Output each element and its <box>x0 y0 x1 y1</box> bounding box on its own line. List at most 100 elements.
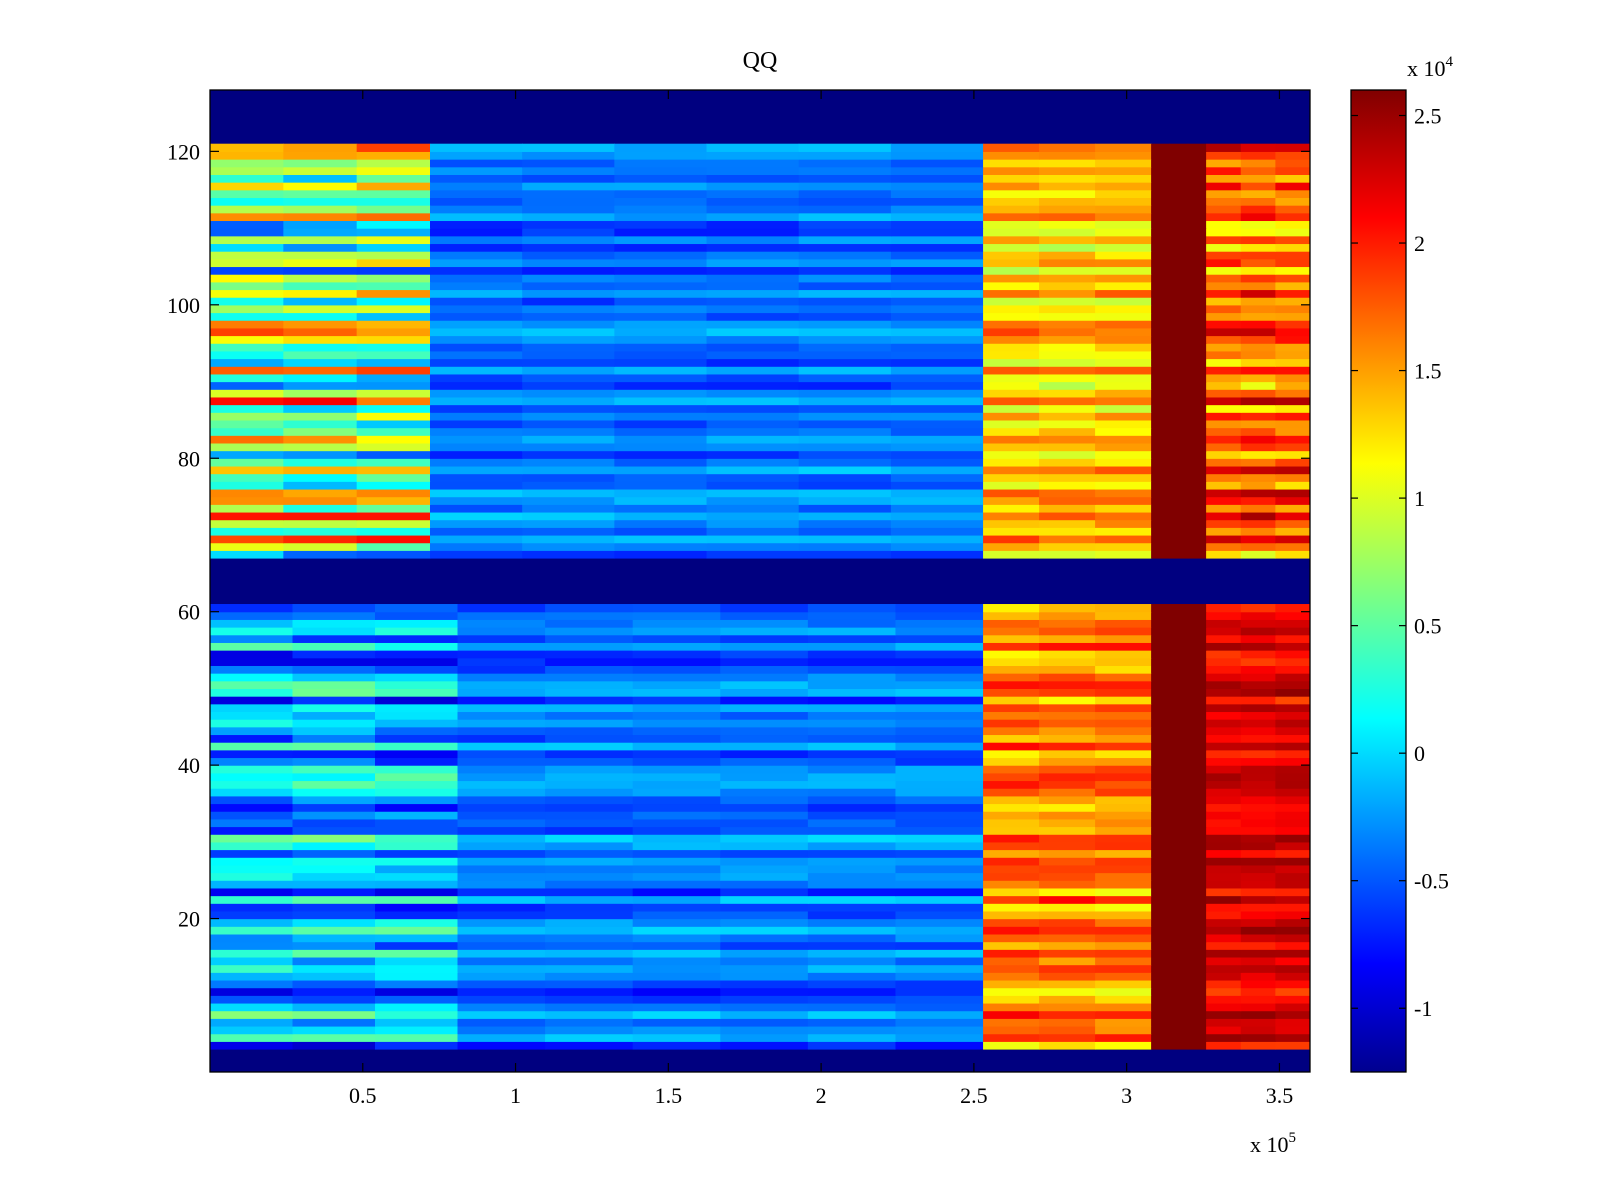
heatmap-cell <box>983 642 1040 651</box>
heatmap-cell <box>1169 174 1189 183</box>
heatmap-cell <box>1039 673 1096 682</box>
heatmap-cell <box>1187 611 1207 620</box>
heatmap-cell <box>210 749 294 759</box>
heatmap-cell <box>1275 887 1310 897</box>
heatmap-cell <box>1275 166 1310 175</box>
heatmap-cell <box>1240 765 1276 774</box>
heatmap-cell <box>1187 381 1207 390</box>
heatmap-cell <box>283 143 358 152</box>
heatmap-cell <box>1169 504 1189 513</box>
heatmap-cell <box>545 987 634 996</box>
heatmap-cell <box>545 834 634 843</box>
heatmap-cell <box>983 235 1040 245</box>
heatmap-cell <box>375 841 459 851</box>
heatmap-cell <box>1275 404 1310 413</box>
heatmap-cell <box>1206 757 1242 766</box>
heatmap-cell <box>798 542 892 551</box>
heatmap-cell <box>895 749 984 759</box>
heatmap-cell <box>983 657 1040 666</box>
heatmap-cell <box>1240 297 1276 306</box>
heatmap-cell <box>895 849 984 858</box>
heatmap-cell <box>356 182 431 191</box>
heatmap-cell <box>457 987 546 996</box>
heatmap-cell <box>1206 657 1242 666</box>
heatmap-cell <box>807 611 897 620</box>
heatmap-cell <box>983 458 1040 467</box>
heatmap-cell <box>1187 504 1207 513</box>
heatmap-cell <box>545 650 634 659</box>
heatmap-cell <box>890 159 984 168</box>
heatmap-cell <box>1275 381 1310 390</box>
heatmap-cell <box>1151 765 1171 774</box>
heatmap-cell <box>983 857 1040 866</box>
heatmap-cell <box>292 696 376 705</box>
heatmap-cell <box>720 964 809 973</box>
heatmap-cell <box>1187 327 1207 337</box>
heatmap-cell <box>1151 519 1171 528</box>
heatmap-cell <box>706 450 800 459</box>
heatmap-cell <box>375 926 459 935</box>
heatmap-cell <box>1240 220 1276 229</box>
heatmap-cell <box>522 220 615 229</box>
heatmap-cell <box>1275 235 1310 245</box>
heatmap-cell <box>1169 274 1189 283</box>
heatmap-cell <box>522 381 615 390</box>
heatmap-cell <box>210 864 294 874</box>
heatmap-cell <box>356 320 431 329</box>
heatmap-cell <box>1151 381 1171 390</box>
heatmap-cell <box>522 358 615 367</box>
heatmap-cell <box>210 312 284 321</box>
heatmap-cell <box>292 680 376 689</box>
heatmap-cell <box>983 926 1040 935</box>
heatmap-cell <box>283 320 358 329</box>
heatmap-cell <box>1095 220 1152 229</box>
heatmap-cell <box>545 703 634 713</box>
heatmap-cell <box>895 841 984 851</box>
heatmap-cell <box>1151 366 1171 375</box>
heatmap-cell <box>375 895 459 904</box>
heatmap-cell <box>1240 972 1276 981</box>
heatmap-cell <box>1187 742 1207 751</box>
heatmap-cell <box>1039 895 1096 904</box>
heatmap-cell <box>1039 834 1096 843</box>
heatmap-cell <box>706 435 800 444</box>
heatmap-cell <box>1275 795 1310 805</box>
heatmap-cell <box>1151 389 1171 398</box>
heatmap-cell <box>1039 956 1096 966</box>
heatmap-cell <box>1039 941 1096 950</box>
heatmap-cell <box>375 949 459 958</box>
heatmap-cell <box>798 297 892 306</box>
heatmap-cell <box>983 450 1040 459</box>
heatmap-cell <box>798 143 892 152</box>
heatmap-cell <box>1206 772 1242 782</box>
heatmap-cell <box>890 205 984 214</box>
heatmap-cell <box>1169 719 1189 728</box>
heatmap-cell <box>895 887 984 897</box>
heatmap-cell <box>457 627 546 636</box>
heatmap-cell <box>1187 212 1207 222</box>
heatmap-cell <box>545 795 634 805</box>
heatmap-cell <box>375 795 459 805</box>
heatmap-cell <box>614 350 708 360</box>
heatmap-cell <box>1095 849 1152 858</box>
heatmap-cell <box>1095 373 1152 383</box>
heatmap-cell <box>1275 220 1310 229</box>
heatmap-cell <box>632 864 721 874</box>
heatmap-cell <box>1151 327 1171 337</box>
heatmap-cell <box>983 327 1040 337</box>
heatmap-cell <box>706 281 800 291</box>
heatmap-cell <box>1095 642 1152 651</box>
heatmap-cell <box>1169 887 1189 897</box>
heatmap-cell <box>375 1010 459 1019</box>
heatmap-cell <box>1169 266 1189 275</box>
heatmap-cell <box>614 297 708 306</box>
heatmap-cell <box>1240 795 1276 805</box>
heatmap-cell <box>210 435 284 444</box>
heatmap-cell <box>210 849 294 858</box>
heatmap-cell <box>210 742 294 751</box>
heatmap-cell <box>1206 880 1242 889</box>
heatmap-cell <box>457 772 546 782</box>
heatmap-cell <box>1240 151 1276 160</box>
heatmap-cell <box>356 542 431 551</box>
heatmap-cell <box>1187 274 1207 283</box>
